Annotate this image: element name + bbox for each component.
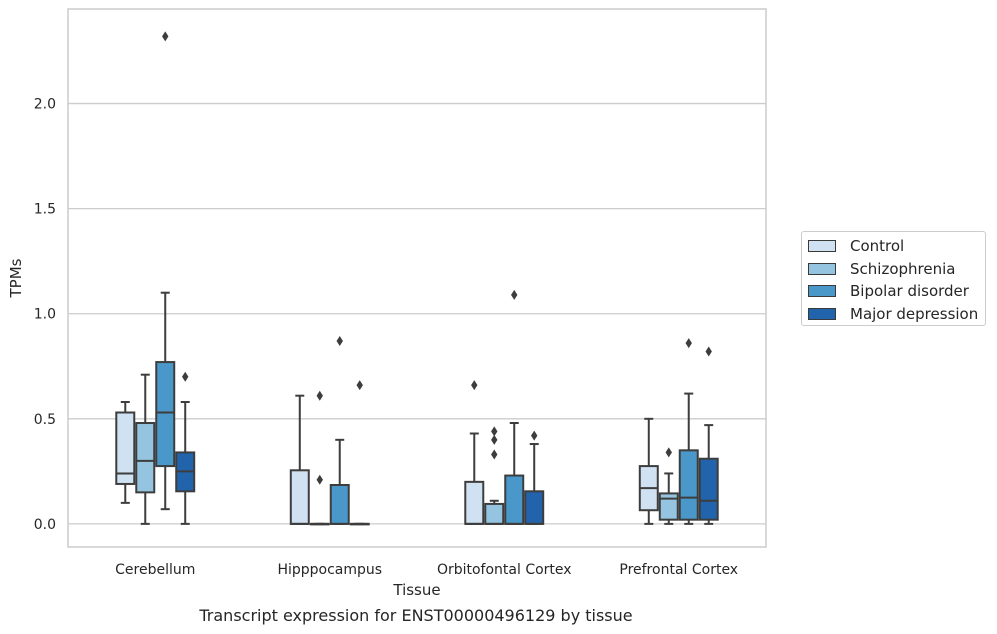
outlier-point [491,426,498,437]
y-tick-label: 1.0 [34,307,56,323]
box-schizophrenia [135,373,156,525]
outlier-point [531,430,538,441]
box-body [698,457,719,521]
box-bipolar-disorder [678,338,699,525]
y-tick-labels: 0.0 0.5 1.0 1.5 2.0 [34,97,56,533]
box-major-depression [175,371,196,525]
outlier-point [685,338,692,349]
box-bipolar-disorder [329,336,350,525]
outlier-point [491,434,498,445]
box-schizophrenia [484,426,505,525]
box-control [638,417,659,525]
box-body [289,469,310,525]
outlier-point [316,390,323,401]
box-body [155,361,176,468]
box-schizophrenia [309,390,330,526]
outlier-point [511,289,518,300]
chart-caption: Transcript expression for ENST0000049612… [199,606,633,625]
outlier-point [182,371,189,382]
box-plot-series [115,31,719,526]
box-body [504,474,525,525]
outlier-point [705,346,712,357]
x-tick-labels: Cerebellum Hipppocampus Orbitofontal Corte… [115,562,738,578]
y-tick-label: 2.0 [34,97,56,113]
box-major-depression [524,430,545,525]
plot-frame [67,8,767,548]
legend-label: Major depression [850,304,979,323]
box-major-depression [349,380,370,526]
y-tick-label: 1.5 [34,202,56,218]
x-tick-label: Orbitofontal Cortex [437,562,572,578]
legend-label: Bipolar disorder [850,282,969,301]
box-body [524,490,545,525]
box-control [464,380,485,525]
box-bipolar-disorder [504,289,525,525]
outlier-point [316,474,323,485]
legend-label: Schizophrenia [850,259,956,278]
box-body [484,502,505,525]
y-axis-label: TPMs [7,258,25,298]
box-control [289,394,310,525]
legend-swatch [808,240,836,253]
box-body [135,422,156,494]
x-tick-label: Cerebellum [115,562,195,578]
x-tick-label: Hipppocampus [277,562,382,578]
outlier-point [665,447,672,458]
legend-item: Bipolar disorder [808,280,985,303]
outlier-point [471,380,478,391]
box-body [658,492,679,521]
box-body [115,411,136,485]
outlier-point [356,380,363,391]
y-tick-label: 0.0 [34,517,56,533]
outlier-point [491,449,498,460]
x-axis-label: Tissue [392,581,440,599]
y-tick-label: 0.5 [34,412,56,428]
box-body [329,484,350,525]
box-body [678,449,699,521]
legend-item: Major depression [808,303,985,326]
box-body [464,480,485,525]
outlier-point [336,336,343,347]
legend-swatch [808,262,836,275]
box-major-depression [698,346,719,525]
legend-label: Control [850,237,905,256]
x-tick-label: Prefrontal Cortex [619,562,738,578]
legend-item: Schizophrenia [808,258,985,281]
outlier-point [162,31,169,42]
box-bipolar-disorder [155,31,176,511]
box-control [115,400,136,504]
legend-item: Control [808,235,985,258]
box-schizophrenia [658,447,679,525]
legend-swatch [808,307,836,320]
legend: Control Schizophrenia Bipolar disorder Majo… [801,231,986,326]
legend-swatch [808,285,836,298]
